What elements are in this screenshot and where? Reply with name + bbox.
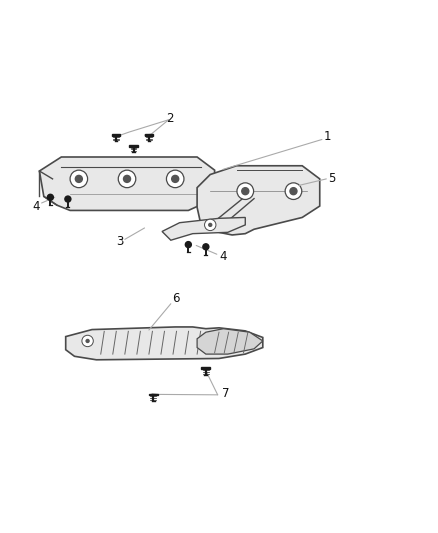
Circle shape — [75, 175, 82, 182]
Circle shape — [82, 335, 93, 346]
Circle shape — [237, 183, 254, 199]
Text: 1: 1 — [323, 131, 331, 143]
Bar — [129, 146, 138, 147]
Circle shape — [85, 339, 90, 343]
Circle shape — [205, 219, 216, 231]
Text: 2: 2 — [166, 112, 174, 125]
Text: 4: 4 — [219, 251, 227, 263]
Polygon shape — [66, 327, 263, 360]
Circle shape — [124, 175, 131, 182]
Circle shape — [172, 175, 179, 182]
Text: 7: 7 — [222, 387, 230, 400]
Circle shape — [203, 244, 209, 250]
Circle shape — [47, 195, 53, 200]
Circle shape — [290, 188, 297, 195]
Polygon shape — [39, 157, 215, 211]
Bar — [201, 367, 211, 369]
Bar — [145, 134, 153, 136]
Circle shape — [285, 183, 302, 199]
Circle shape — [242, 188, 249, 195]
Bar — [148, 393, 158, 395]
Bar — [112, 134, 120, 136]
Text: 3: 3 — [116, 235, 123, 248]
Circle shape — [208, 223, 212, 227]
Circle shape — [65, 196, 71, 202]
Text: 5: 5 — [328, 172, 336, 184]
Circle shape — [166, 170, 184, 188]
Polygon shape — [162, 217, 245, 240]
Text: 4: 4 — [32, 200, 40, 213]
Text: 6: 6 — [172, 292, 180, 305]
Polygon shape — [197, 329, 263, 354]
Circle shape — [118, 170, 136, 188]
Polygon shape — [197, 166, 320, 235]
Circle shape — [70, 170, 88, 188]
Circle shape — [185, 241, 191, 248]
